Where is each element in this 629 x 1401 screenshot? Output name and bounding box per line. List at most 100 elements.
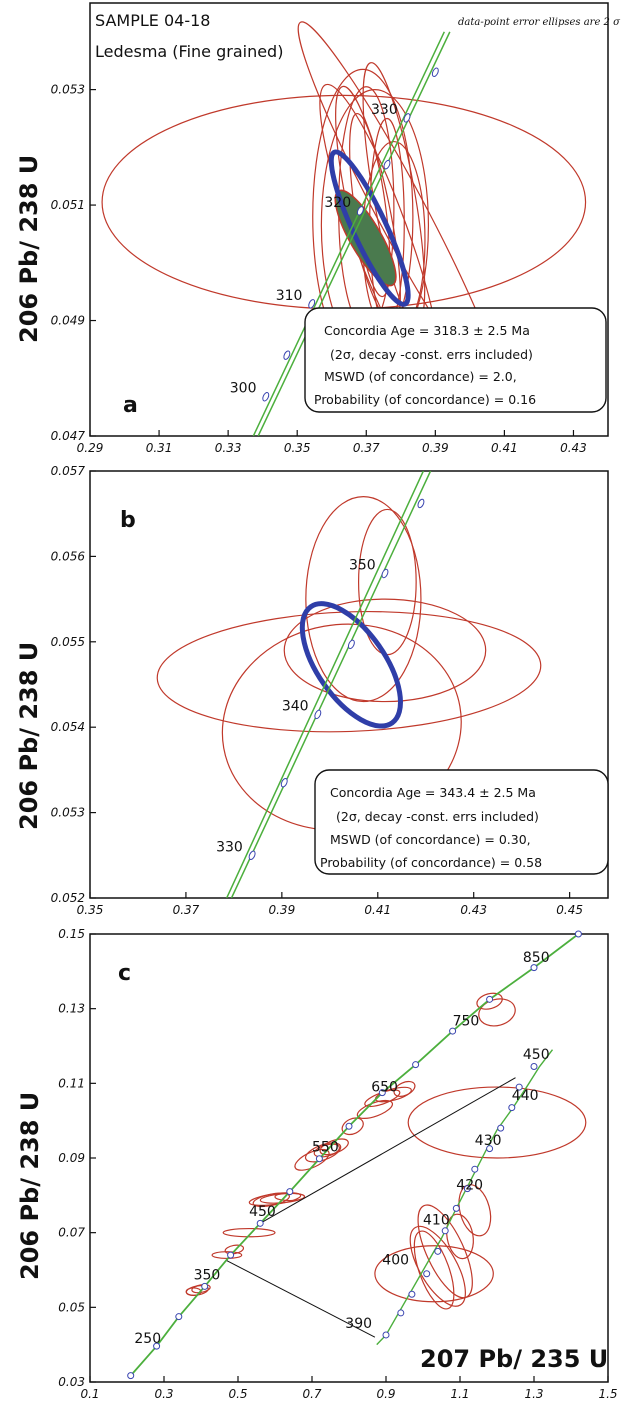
- age-marker: [486, 1145, 494, 1153]
- age-label: 320: [324, 195, 351, 211]
- concordia-curve: [257, 31, 451, 436]
- error-ellipse: [478, 998, 516, 1027]
- error-ellipse: [294, 1148, 330, 1171]
- panel-c-frame: [89, 933, 609, 1383]
- age-marker: [256, 1219, 264, 1227]
- panel-b-box-frame: [314, 769, 609, 875]
- panel-a-frame: [89, 2, 609, 437]
- y-tick-label: 0.057: [51, 464, 86, 478]
- age-marker: [286, 1188, 294, 1196]
- age-marker: [574, 930, 582, 938]
- x-tick-label: 0.1: [80, 1387, 99, 1401]
- x-tick-label: 0.37: [353, 441, 380, 455]
- age-marker: [153, 1342, 161, 1350]
- age-label: 400: [382, 1252, 409, 1268]
- panel-a-ticks: 0.29 0.31 0.33 0.35 0.37 0.39 0.41 0.43 0.047 0.0…: [51, 83, 587, 455]
- panel-c-concordia: [130, 934, 579, 1377]
- concordia-age-ellipse: [328, 149, 411, 307]
- panel-c: 0.1 0.3 0.5 0.7 0.9 1.1 1.3 1.5 0.03 0.05 0.07 0.09…: [16, 927, 618, 1401]
- x-tick-label: 0.29: [77, 441, 104, 455]
- age-marker: [383, 159, 391, 170]
- y-tick-label: 0.13: [58, 1002, 85, 1016]
- panel-c-ticks: 0.1 0.3 0.5 0.7 0.9 1.1 1.3 1.5 0.03 0.05 0.07 0.09…: [58, 927, 617, 1401]
- age-label: 330: [371, 102, 398, 118]
- error-ellipse: [222, 1227, 276, 1238]
- ellipse-note: data-point error ellipses are 2 σ: [458, 17, 621, 28]
- age-label: 330: [216, 839, 243, 855]
- age-marker: [403, 113, 411, 123]
- y-tick-label: 0.047: [51, 429, 86, 443]
- panel-b-box-line1: Concordia Age = 343.4 ± 2.5 Ma: [330, 785, 536, 800]
- y-tick-label: 0.03: [58, 1375, 85, 1389]
- age-label: 300: [230, 381, 257, 397]
- panel-a: 0.29 0.31 0.33 0.35 0.37 0.39 0.41 0.43 0.047 0.0…: [15, 2, 621, 455]
- panel-b-box-line3: MSWD (of concordance) = 0.30,: [330, 832, 531, 847]
- error-ellipse: [156, 610, 542, 733]
- age-marker: [434, 1247, 442, 1255]
- age-marker: [227, 1251, 235, 1259]
- age-label: 750: [453, 1013, 480, 1029]
- concordia-curve: [230, 471, 432, 898]
- error-ellipse: [224, 1244, 245, 1255]
- x-tick-label: 0.35: [284, 441, 311, 455]
- y-tick-label: 0.055: [51, 635, 85, 649]
- age-marker: [262, 392, 270, 402]
- x-tick-label: 0.5: [228, 1387, 247, 1401]
- age-marker: [486, 995, 494, 1003]
- x-tick-label: 0.37: [173, 903, 200, 917]
- age-label: 650: [371, 1080, 398, 1096]
- age-marker: [449, 1027, 457, 1035]
- age-label: 850: [523, 950, 550, 966]
- age-label: 250: [134, 1331, 161, 1347]
- error-ellipse: [191, 1284, 211, 1294]
- concordia-curve: [252, 31, 445, 436]
- panel-b-ellipses: [156, 496, 542, 831]
- error-ellipse: [476, 992, 503, 1010]
- sample-title: SAMPLE 04-18: [95, 11, 210, 30]
- y-tick-label: 0.056: [51, 549, 86, 563]
- age-marker: [530, 1063, 538, 1071]
- error-ellipse: [407, 1086, 587, 1159]
- panel-b-box-line4: Probability (of concordance) = 0.58: [320, 855, 542, 870]
- panel-c-markers: 250 350 450 550 650 750 850 390 400 410 420 430 440 4…: [127, 930, 582, 1380]
- panel-b-markers: 330 340 350: [216, 498, 425, 861]
- panel-b-concordia: [226, 471, 432, 898]
- error-ellipse: [252, 1192, 291, 1208]
- age-marker: [508, 1104, 516, 1112]
- error-ellipse: [305, 496, 422, 703]
- age-marker: [408, 1290, 416, 1298]
- age-marker: [441, 1227, 449, 1235]
- panel-a-box-line3: MSWD (of concordance) = 2.0,: [324, 369, 517, 384]
- age-label: 340: [282, 698, 309, 714]
- panel-a-ylabel: 206 Pb/ 238 U: [15, 155, 43, 343]
- x-tick-label: 0.43: [560, 441, 587, 455]
- error-ellipse: [446, 1213, 474, 1260]
- error-ellipse: [304, 1142, 342, 1163]
- age-label: 410: [423, 1212, 450, 1228]
- panel-b: 0.35 0.37 0.39 0.41 0.43 0.45 0.052 0.053 0.054 0…: [15, 464, 609, 917]
- age-marker: [382, 1331, 390, 1339]
- x-tick-label: 0.35: [77, 903, 104, 917]
- age-marker: [463, 1185, 471, 1193]
- age-marker: [201, 1282, 209, 1290]
- panel-b-letter: b: [120, 508, 136, 533]
- age-marker: [345, 1122, 353, 1130]
- panel-a-concordia: [252, 31, 451, 436]
- concordia-curve: [130, 934, 579, 1377]
- x-tick-label: 0.3: [154, 1387, 173, 1401]
- y-tick-label: 0.15: [58, 927, 85, 941]
- panel-a-box-line1: Concordia Age = 318.3 ± 2.5 Ma: [324, 323, 530, 338]
- x-tick-label: 0.9: [376, 1387, 395, 1401]
- error-ellipse: [393, 1080, 416, 1097]
- x-tick-label: 0.41: [364, 903, 391, 917]
- panel-a-letter: a: [123, 393, 138, 418]
- y-tick-label: 0.053: [51, 806, 85, 820]
- age-label: 310: [276, 288, 303, 304]
- x-tick-label: 0.31: [146, 441, 173, 455]
- x-tick-label: 1.1: [450, 1387, 469, 1401]
- concordia-inset-curve: [376, 1049, 554, 1346]
- age-marker: [347, 639, 355, 650]
- x-tick-label: 1.3: [524, 1387, 543, 1401]
- age-marker: [497, 1124, 505, 1132]
- x-tick-label: 0.7: [302, 1387, 321, 1401]
